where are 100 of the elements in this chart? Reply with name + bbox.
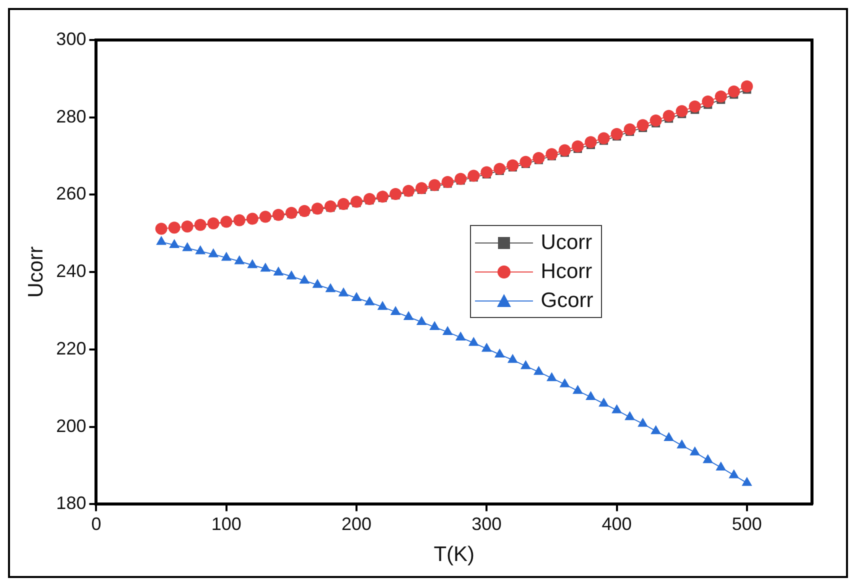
point: [676, 105, 688, 118]
point: [638, 418, 648, 427]
point: [182, 242, 193, 252]
point: [168, 222, 180, 234]
point: [442, 326, 453, 336]
point: [506, 159, 519, 172]
x-tick-label: 200: [341, 514, 372, 534]
point: [155, 222, 168, 235]
point: [429, 321, 440, 330]
point: [221, 252, 232, 261]
point: [676, 439, 688, 448]
point: [377, 300, 388, 310]
point: [428, 179, 441, 192]
point: [311, 202, 324, 215]
x-tick-label: 500: [732, 514, 762, 534]
point: [560, 378, 570, 388]
point: [416, 182, 428, 194]
point: [364, 296, 375, 306]
point: [650, 114, 662, 126]
point: [299, 274, 310, 284]
point: [480, 166, 493, 178]
legend-label: Hcorr: [540, 260, 592, 284]
y-tick-label: 280: [56, 106, 86, 126]
point: [624, 123, 636, 136]
point: [468, 170, 480, 182]
point: [260, 262, 271, 272]
y-tick-label: 220: [56, 338, 86, 358]
point: [598, 398, 609, 407]
legend-label: Ucorr: [540, 230, 592, 255]
point: [664, 432, 674, 442]
point: [468, 336, 479, 346]
point: [312, 278, 323, 288]
point: [402, 184, 415, 197]
point: [390, 306, 401, 315]
point: [586, 391, 596, 400]
y-tick-label: 260: [56, 184, 86, 204]
point: [728, 469, 740, 478]
point: [207, 217, 220, 230]
point: [612, 404, 622, 414]
point: [650, 425, 662, 434]
y-tick-label: 300: [56, 28, 86, 49]
point: [740, 80, 753, 92]
point: [286, 270, 297, 280]
point: [688, 100, 701, 113]
point: [442, 176, 454, 188]
point: [481, 342, 492, 352]
point: [338, 198, 350, 210]
point: [662, 110, 675, 122]
point: [728, 85, 740, 98]
point: [690, 446, 700, 456]
x-tick-label: 400: [602, 514, 632, 534]
point: [494, 162, 506, 175]
point: [390, 188, 402, 200]
y-tick-label: 200: [56, 416, 86, 436]
point: [338, 287, 349, 296]
point: [194, 218, 206, 231]
point: [598, 132, 610, 144]
point: [572, 140, 584, 152]
point: [520, 156, 532, 168]
point: [416, 316, 427, 325]
point: [298, 204, 310, 217]
point: [714, 90, 727, 102]
y-tick-label: 180: [56, 493, 86, 514]
point: [636, 119, 649, 132]
x-tick-label: 0: [91, 514, 102, 534]
point: [247, 259, 258, 268]
point: [364, 192, 376, 205]
y-tick-label: 240: [56, 261, 86, 282]
point: [324, 200, 336, 212]
point: [273, 266, 284, 276]
y-axis-title: Ucorr: [24, 246, 48, 298]
point: [546, 148, 558, 160]
point: [494, 348, 505, 358]
point: [610, 128, 623, 140]
point: [702, 96, 714, 108]
point: [742, 476, 752, 486]
point: [558, 144, 571, 156]
point: [403, 310, 414, 320]
point: [507, 354, 518, 363]
legend-label: Gcorr: [540, 288, 594, 313]
point: [169, 239, 180, 248]
point: [455, 331, 466, 340]
x-axis-title: T(K): [434, 543, 475, 566]
point: [351, 292, 362, 302]
point: [702, 454, 714, 464]
point: [350, 196, 363, 208]
point: [584, 136, 597, 148]
point: [325, 283, 336, 292]
x-tick-label: 300: [472, 514, 502, 534]
x-tick-label: 100: [211, 514, 242, 534]
point: [376, 190, 389, 203]
point: [208, 248, 219, 258]
point: [624, 411, 635, 420]
point: [285, 206, 298, 219]
point: [534, 366, 544, 375]
point: [532, 152, 545, 164]
point: [716, 461, 726, 470]
point: [546, 372, 557, 382]
point: [572, 384, 583, 394]
point: [454, 172, 467, 185]
